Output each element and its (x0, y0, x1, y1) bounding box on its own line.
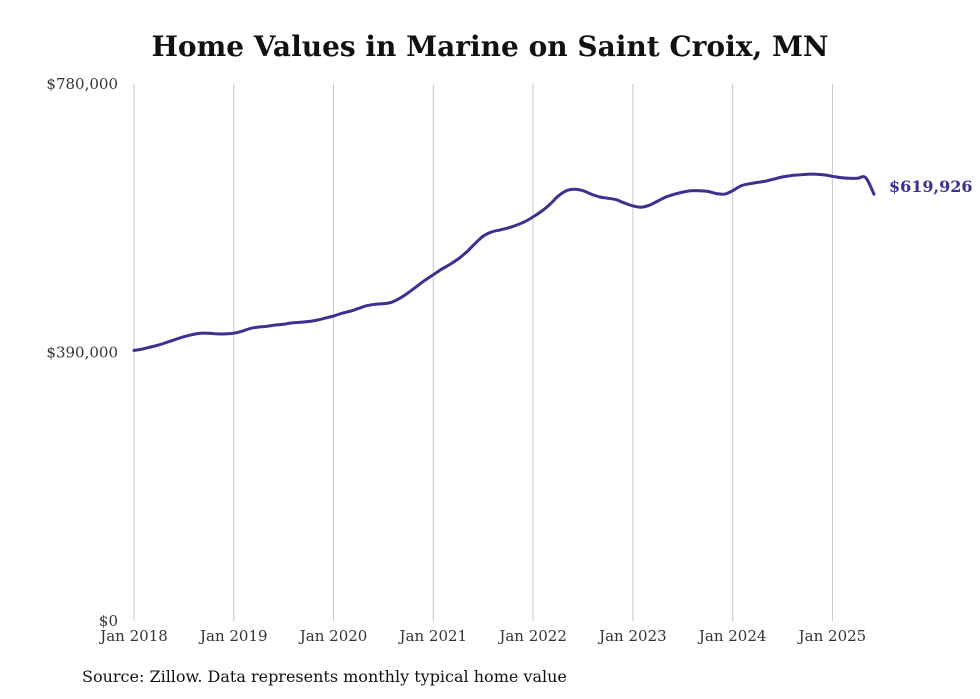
gridlines (133, 84, 833, 621)
x-axis-ticks: Jan 2018 Jan 2019 Jan 2020 Jan 2021 Jan 2022… (98, 627, 866, 645)
x-tick-label: Jan 2023 (597, 627, 667, 645)
x-tick-label: Jan 2025 (797, 627, 867, 645)
x-tick-label: Jan 2020 (298, 627, 368, 645)
y-tick-label: $390,000 (46, 344, 118, 362)
x-tick-label: Jan 2024 (697, 627, 767, 645)
source-note: Source: Zillow. Data represents monthly … (82, 667, 567, 686)
x-tick-label: Jan 2018 (98, 627, 168, 645)
end-label-layer: $619,926 (889, 177, 973, 196)
x-tick-label: Jan 2019 (198, 627, 268, 645)
x-tick-label: Jan 2021 (398, 627, 468, 645)
y-tick-label: $0 (99, 612, 118, 630)
series-line (132, 172, 876, 352)
y-axis-ticks: $0 $390,000 $780,000 (46, 75, 118, 630)
chart-title: Home Values in Marine on Saint Croix, MN (151, 30, 829, 63)
x-tick-label: Jan 2022 (497, 627, 567, 645)
series-layer (132, 172, 876, 352)
y-tick-label: $780,000 (46, 75, 118, 93)
end-value-label: $619,926 (889, 177, 973, 196)
